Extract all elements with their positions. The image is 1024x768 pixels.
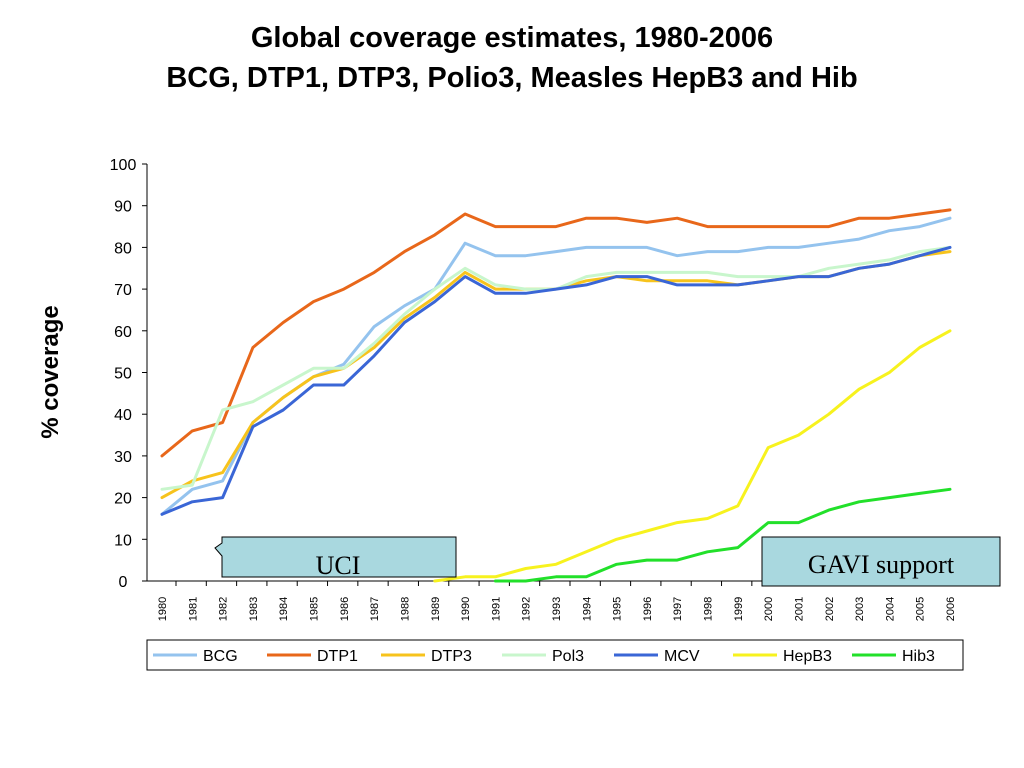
- y-axis-label: % coverage: [37, 305, 64, 438]
- legend-label: Pol3: [552, 648, 584, 665]
- series-line-mcv: [160, 245, 952, 516]
- x-tick-label: 1981: [187, 597, 199, 621]
- legend-item-pol3: Pol3: [502, 648, 584, 665]
- x-tick-label: 2006: [945, 597, 957, 621]
- x-tick-label: 1996: [642, 597, 654, 621]
- series-line-bcg: [160, 216, 952, 516]
- y-tick-label: 40: [114, 407, 132, 424]
- x-tick-label: 1994: [581, 597, 593, 621]
- x-tick-label: 1989: [430, 597, 442, 621]
- y-tick-label: 20: [114, 491, 132, 508]
- y-tick-label: 100: [110, 157, 137, 174]
- x-tick-label: 1987: [369, 597, 381, 621]
- x-tick-label: 1982: [218, 597, 230, 621]
- x-tick-label: 1992: [521, 597, 533, 621]
- x-tick-label: 1984: [278, 597, 290, 621]
- y-ticks: 0 10 20 30 40 50 60 70 80 90 100: [110, 157, 147, 591]
- legend: BCG DTP1 DTP3 Pol3 MCV HepB3 Hib3: [146, 639, 964, 671]
- series-lines: [160, 208, 952, 583]
- legend-item-hib3: Hib3: [852, 648, 935, 665]
- x-tick-label: 1985: [309, 597, 321, 621]
- gavi-callout-text: GAVI support: [808, 550, 955, 579]
- y-tick-label: 90: [114, 199, 132, 216]
- x-tick-label: 1995: [612, 597, 624, 621]
- x-tick-label: 2000: [763, 597, 775, 621]
- uci-callout: UCI: [214, 536, 457, 580]
- x-tick-label: 1980: [157, 597, 169, 621]
- y-tick-label: 50: [114, 366, 132, 383]
- annotations: UCI GAVI support: [214, 536, 1001, 587]
- legend-label: HepB3: [783, 648, 832, 665]
- x-tick-label: 2004: [884, 597, 896, 621]
- y-tick-label: 80: [114, 240, 132, 257]
- x-ticks: 1980 1981 1982 1983 1984 1985 1986 1987 1988 1989…: [157, 581, 965, 621]
- series-line-pol3: [160, 245, 952, 491]
- chart-title-line-2: BCG, DTP1, DTP3, Polio3, Measles HepB3 a…: [166, 62, 858, 94]
- x-tick-label: 1983: [248, 597, 260, 621]
- x-tick-label: 1993: [551, 597, 563, 621]
- y-tick-label: 60: [114, 324, 132, 341]
- chart-title: Global coverage estimates, 1980-2006 BCG…: [0, 18, 1024, 98]
- gavi-callout: GAVI support: [761, 536, 1001, 587]
- x-tick-label: 1990: [460, 597, 472, 621]
- legend-item-bcg: BCG: [153, 648, 238, 665]
- x-tick-label: 1997: [672, 597, 684, 621]
- legend-label: DTP3: [431, 648, 472, 665]
- x-tick-label: 1991: [490, 597, 502, 621]
- legend-item-dtp3: DTP3: [381, 648, 472, 665]
- series-line-dtp1: [160, 208, 952, 458]
- x-tick-label: 2003: [854, 597, 866, 621]
- x-tick-label: 1986: [339, 597, 351, 621]
- legend-item-dtp1: DTP1: [267, 648, 358, 665]
- x-tick-label: 1999: [733, 597, 745, 621]
- chart-title-line-1: Global coverage estimates, 1980-2006: [250, 22, 774, 54]
- y-tick-label: 0: [119, 574, 128, 591]
- y-tick-label: 30: [114, 449, 132, 466]
- series-line-hib3: [493, 487, 952, 583]
- x-tick-label: 1988: [399, 597, 411, 621]
- y-tick-label: 10: [114, 532, 132, 549]
- legend-label: DTP1: [317, 648, 358, 665]
- x-tick-label: 2002: [824, 597, 836, 621]
- legend-item-mcv: MCV: [614, 648, 700, 665]
- x-tick-label: 1998: [703, 597, 715, 621]
- x-tick-label: 2005: [915, 597, 927, 621]
- uci-callout-text: UCI: [316, 551, 361, 580]
- y-tick-label: 70: [114, 282, 132, 299]
- gavi-callout-box: [761, 536, 1001, 587]
- x-tick-label: 2001: [793, 597, 805, 621]
- legend-label: BCG: [203, 648, 238, 665]
- uci-callout-box: [214, 536, 457, 578]
- legend-item-hepb3: HepB3: [733, 648, 832, 665]
- legend-label: Hib3: [902, 648, 935, 665]
- series-line-hepb3: [433, 329, 952, 583]
- legend-label: MCV: [664, 648, 700, 665]
